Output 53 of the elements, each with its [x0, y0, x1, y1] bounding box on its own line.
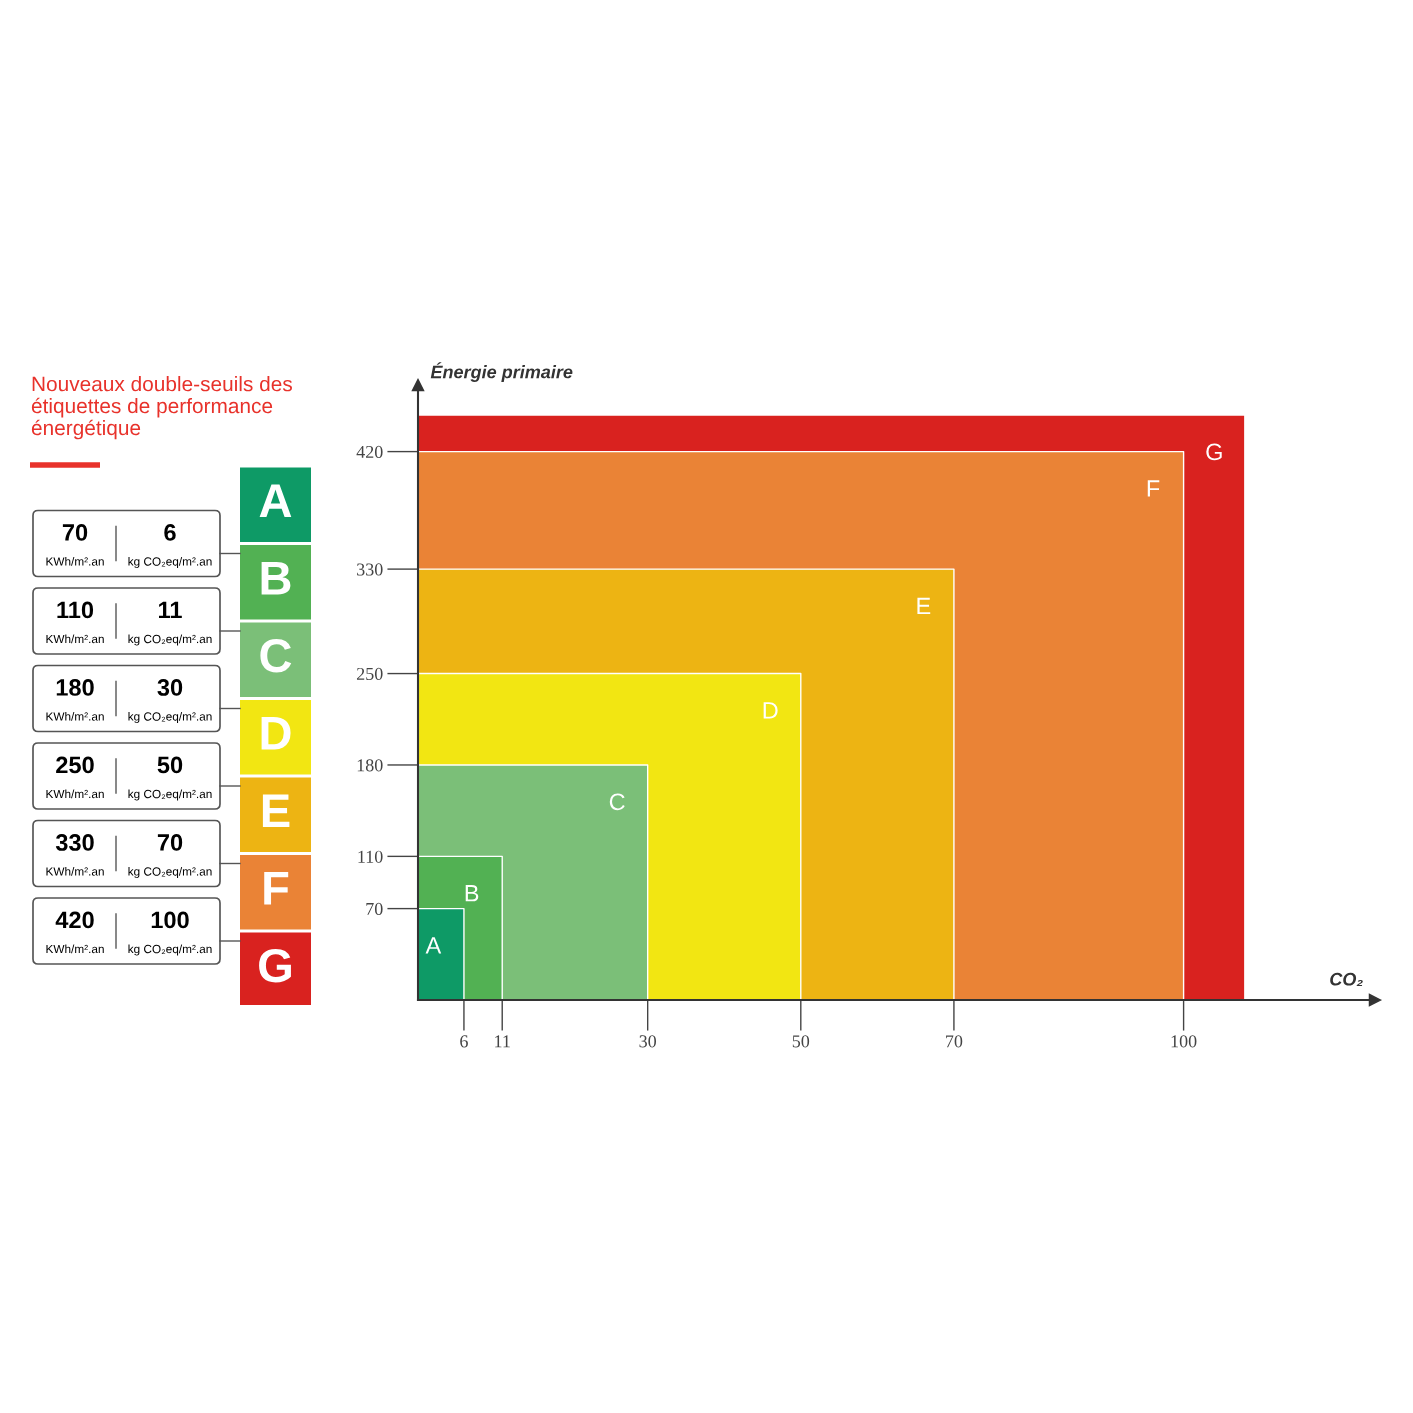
text: KWh/m².an — [46, 557, 104, 566]
text: C — [260, 638, 292, 673]
text: 420 — [55, 911, 94, 929]
text: G — [259, 948, 291, 983]
text: B — [261, 561, 291, 595]
text: kg CO₂eq/m².an — [128, 557, 212, 568]
y-tick-label: 330 — [357, 563, 383, 576]
x-tick-label: 30 — [639, 1035, 657, 1048]
text: kg CO₂eq/m².an — [128, 712, 212, 723]
y-tick-label: 420 — [356, 445, 383, 459]
text: KWh/m².an — [46, 944, 104, 954]
text: KWh/m².an — [46, 789, 104, 799]
text: F — [264, 871, 289, 905]
text: 100 — [151, 911, 189, 929]
x-tick-label: 70 — [946, 1035, 963, 1048]
text: 50 — [157, 756, 183, 774]
y-tick-label: 110 — [358, 850, 383, 863]
text: KWh/m².an — [46, 867, 104, 876]
x-tick-label: 100 — [1171, 1035, 1197, 1048]
series-label: F — [1147, 480, 1160, 497]
x-tick-label: 6 — [460, 1035, 468, 1048]
y-tick-label: 180 — [357, 759, 383, 772]
series-label: B — [465, 885, 479, 902]
series-label: G — [1206, 443, 1222, 461]
text: Nouveaux double-seuils des étiquettes de performance énergétique — [31, 376, 292, 440]
text: KWh/m².an — [46, 634, 104, 644]
text: 70 — [157, 834, 183, 851]
text: 6 — [164, 524, 176, 541]
text: kg CO₂eq/m².an — [128, 789, 212, 801]
x-axis-title: CO₂ — [1330, 972, 1363, 987]
series-label: C — [609, 793, 625, 811]
series-label: D — [763, 702, 778, 719]
text: 11 — [159, 601, 182, 619]
text: 30 — [157, 679, 183, 696]
y-axis-title: Énergie primaire — [430, 362, 573, 382]
text: 250 — [56, 756, 94, 774]
text: KWh/m².an — [46, 712, 104, 721]
text: D — [261, 716, 291, 750]
text: 180 — [56, 679, 94, 696]
text: A — [259, 484, 292, 517]
series-label: E — [917, 597, 931, 615]
text: kg CO₂eq/m².an — [128, 634, 212, 646]
x-tick-label: 11 — [495, 1035, 510, 1048]
y-tick-label: 70 — [366, 902, 383, 916]
y-tick-label: 250 — [356, 667, 383, 681]
text: kg CO₂eq/m².an — [128, 944, 212, 956]
text: E — [262, 794, 290, 827]
text: kg CO₂eq/m².an — [128, 867, 212, 878]
text: 110 — [57, 601, 94, 619]
text: 330 — [55, 834, 94, 851]
x-tick-label: 50 — [792, 1035, 810, 1048]
text: 70 — [62, 524, 88, 541]
series-label: A — [425, 937, 442, 954]
